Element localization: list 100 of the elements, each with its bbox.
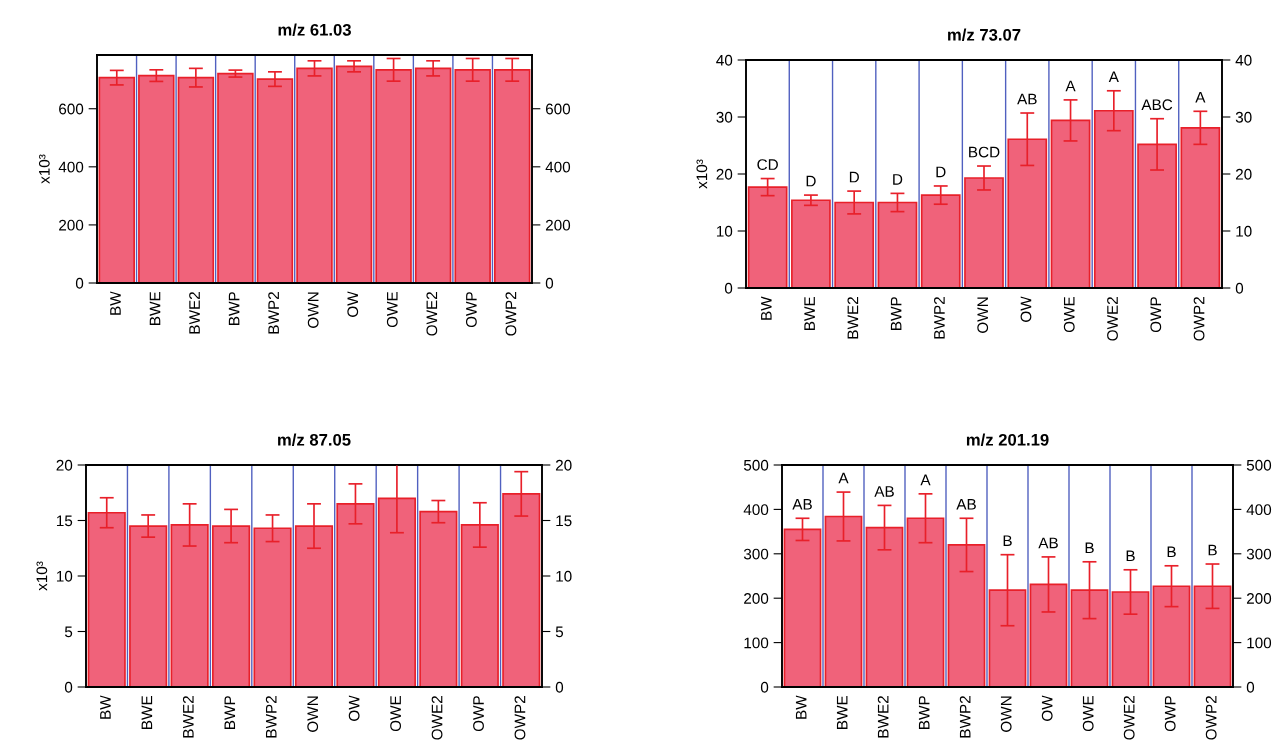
- chart-title: m/z 61.03: [278, 23, 351, 36]
- y2-tick-label: 200: [1246, 593, 1272, 604]
- y2-tick-label: 40: [1235, 54, 1252, 66]
- x-tick-label: OWN: [307, 292, 319, 328]
- x-tick-label: BWP2: [268, 292, 279, 334]
- y-axis-title: x10³: [36, 561, 48, 591]
- x-tick-label: OWN: [977, 297, 989, 333]
- x-tick-label: BWE2: [847, 297, 859, 339]
- x-tick-label: BW: [110, 291, 121, 315]
- x-tick-label: OWP2: [505, 292, 517, 336]
- bar: [138, 74, 175, 283]
- y2-tick-label: 5: [555, 626, 564, 638]
- y-tick-label: 20: [716, 168, 733, 180]
- y2-tick-label: 600: [545, 103, 571, 115]
- y-tick-label: 500: [743, 459, 769, 471]
- annotation: B: [1167, 546, 1176, 558]
- x-tick-label: OWP2: [1193, 297, 1205, 341]
- annotation: A: [1065, 80, 1076, 92]
- x-tick-label: OW: [1020, 296, 1032, 322]
- y-tick-label: 5: [64, 626, 73, 638]
- y-tick-label: 10: [56, 570, 73, 582]
- x-tick-label: OWE2: [431, 696, 443, 740]
- x-tick-label: BWP2: [265, 696, 277, 738]
- y-tick-label: 400: [58, 161, 84, 173]
- x-tick-label: OWP: [1150, 297, 1162, 333]
- annotation: AB: [1017, 93, 1037, 105]
- x-tick-label: OWE: [1063, 296, 1075, 333]
- y2-tick-label: 0: [555, 681, 564, 693]
- x-tick-label: BWE: [141, 695, 153, 729]
- y2-tick-label: 300: [1246, 548, 1272, 560]
- y-tick-label: 20: [56, 459, 73, 471]
- y-tick-label: 200: [59, 219, 84, 231]
- x-tick-label: OWP: [473, 696, 484, 732]
- x-tick-label: BWE2: [189, 292, 200, 334]
- x-tick-label: BWP: [228, 292, 240, 325]
- y2-tick-label: 30: [1235, 111, 1252, 123]
- y-axis-title: x10³: [696, 159, 708, 189]
- chart-title: m/z 201.19: [966, 433, 1049, 446]
- x-tick-label: OWP: [1164, 696, 1176, 732]
- y2-tick-label: 400: [1246, 504, 1272, 516]
- y-tick-label: 100: [744, 637, 769, 649]
- annotation: D: [893, 174, 903, 185]
- y-tick-label: 300: [743, 548, 769, 560]
- chart-title: m/z 87.05: [278, 433, 351, 446]
- y2-tick-label: 10: [556, 570, 572, 582]
- annotation: A: [1195, 92, 1206, 103]
- y2-tick-label: 0: [1235, 282, 1244, 294]
- y2-tick-label: 500: [1246, 459, 1272, 471]
- annotation: B: [1126, 550, 1135, 562]
- x-tick-label: BW: [795, 695, 807, 719]
- annotation: BCD: [969, 146, 1000, 158]
- y-tick-label: 0: [724, 282, 733, 294]
- annotation: A: [920, 474, 931, 486]
- y-tick-label: 600: [59, 103, 84, 115]
- annotation: D: [849, 171, 859, 183]
- x-tick-label: BWE: [149, 291, 161, 325]
- y2-tick-label: 0: [545, 277, 554, 289]
- x-tick-label: OWN: [1000, 696, 1012, 732]
- annotation: AB: [956, 499, 976, 510]
- x-tick-label: OW: [348, 695, 360, 721]
- x-tick-label: OWP2: [1205, 696, 1217, 740]
- x-tick-label: OWE2: [426, 292, 438, 336]
- x-tick-label: OWE2: [1123, 696, 1135, 740]
- annotation: CD: [757, 159, 778, 170]
- annotation: AB: [874, 486, 894, 497]
- y-tick-label: 10: [716, 225, 733, 237]
- y-tick-label: 30: [716, 111, 733, 123]
- y-tick-label: 15: [56, 515, 73, 527]
- y-tick-label: 0: [75, 277, 84, 289]
- annotation: D: [806, 175, 816, 187]
- annotation: A: [1108, 71, 1119, 83]
- x-tick-label: BWP: [918, 696, 930, 729]
- bar: [791, 199, 831, 288]
- annotation: B: [1003, 535, 1012, 546]
- annotation: D: [936, 166, 946, 178]
- x-tick-label: OWE: [390, 695, 402, 732]
- x-tick-label: OWP: [465, 292, 477, 328]
- y2-tick-label: 20: [555, 459, 572, 471]
- y2-tick-label: 15: [556, 515, 572, 527]
- y-tick-label: 40: [716, 54, 733, 66]
- x-tick-label: BWP: [224, 696, 236, 729]
- y-tick-label: 400: [743, 504, 769, 516]
- x-tick-label: OWE: [386, 291, 398, 328]
- y2-tick-label: 100: [1247, 637, 1272, 649]
- x-tick-label: BW: [761, 296, 772, 320]
- annotation: B: [1085, 542, 1094, 554]
- x-tick-label: OWE2: [1107, 297, 1118, 341]
- annotation: ABC: [1141, 99, 1173, 111]
- x-tick-label: BWP2: [934, 297, 945, 339]
- x-tick-label: BWE: [804, 296, 815, 330]
- x-tick-label: BWP2: [959, 696, 971, 738]
- x-tick-label: OWE: [1082, 695, 1094, 732]
- y-axis-title: x10³: [38, 154, 50, 184]
- x-tick-label: BW: [100, 695, 111, 719]
- bar: [335, 65, 373, 283]
- x-tick-label: OWN: [307, 696, 319, 732]
- x-tick-label: BWP: [890, 297, 902, 330]
- y2-tick-label: 200: [545, 219, 571, 231]
- annotation: AB: [1038, 537, 1058, 549]
- x-tick-label: BWE2: [877, 696, 889, 738]
